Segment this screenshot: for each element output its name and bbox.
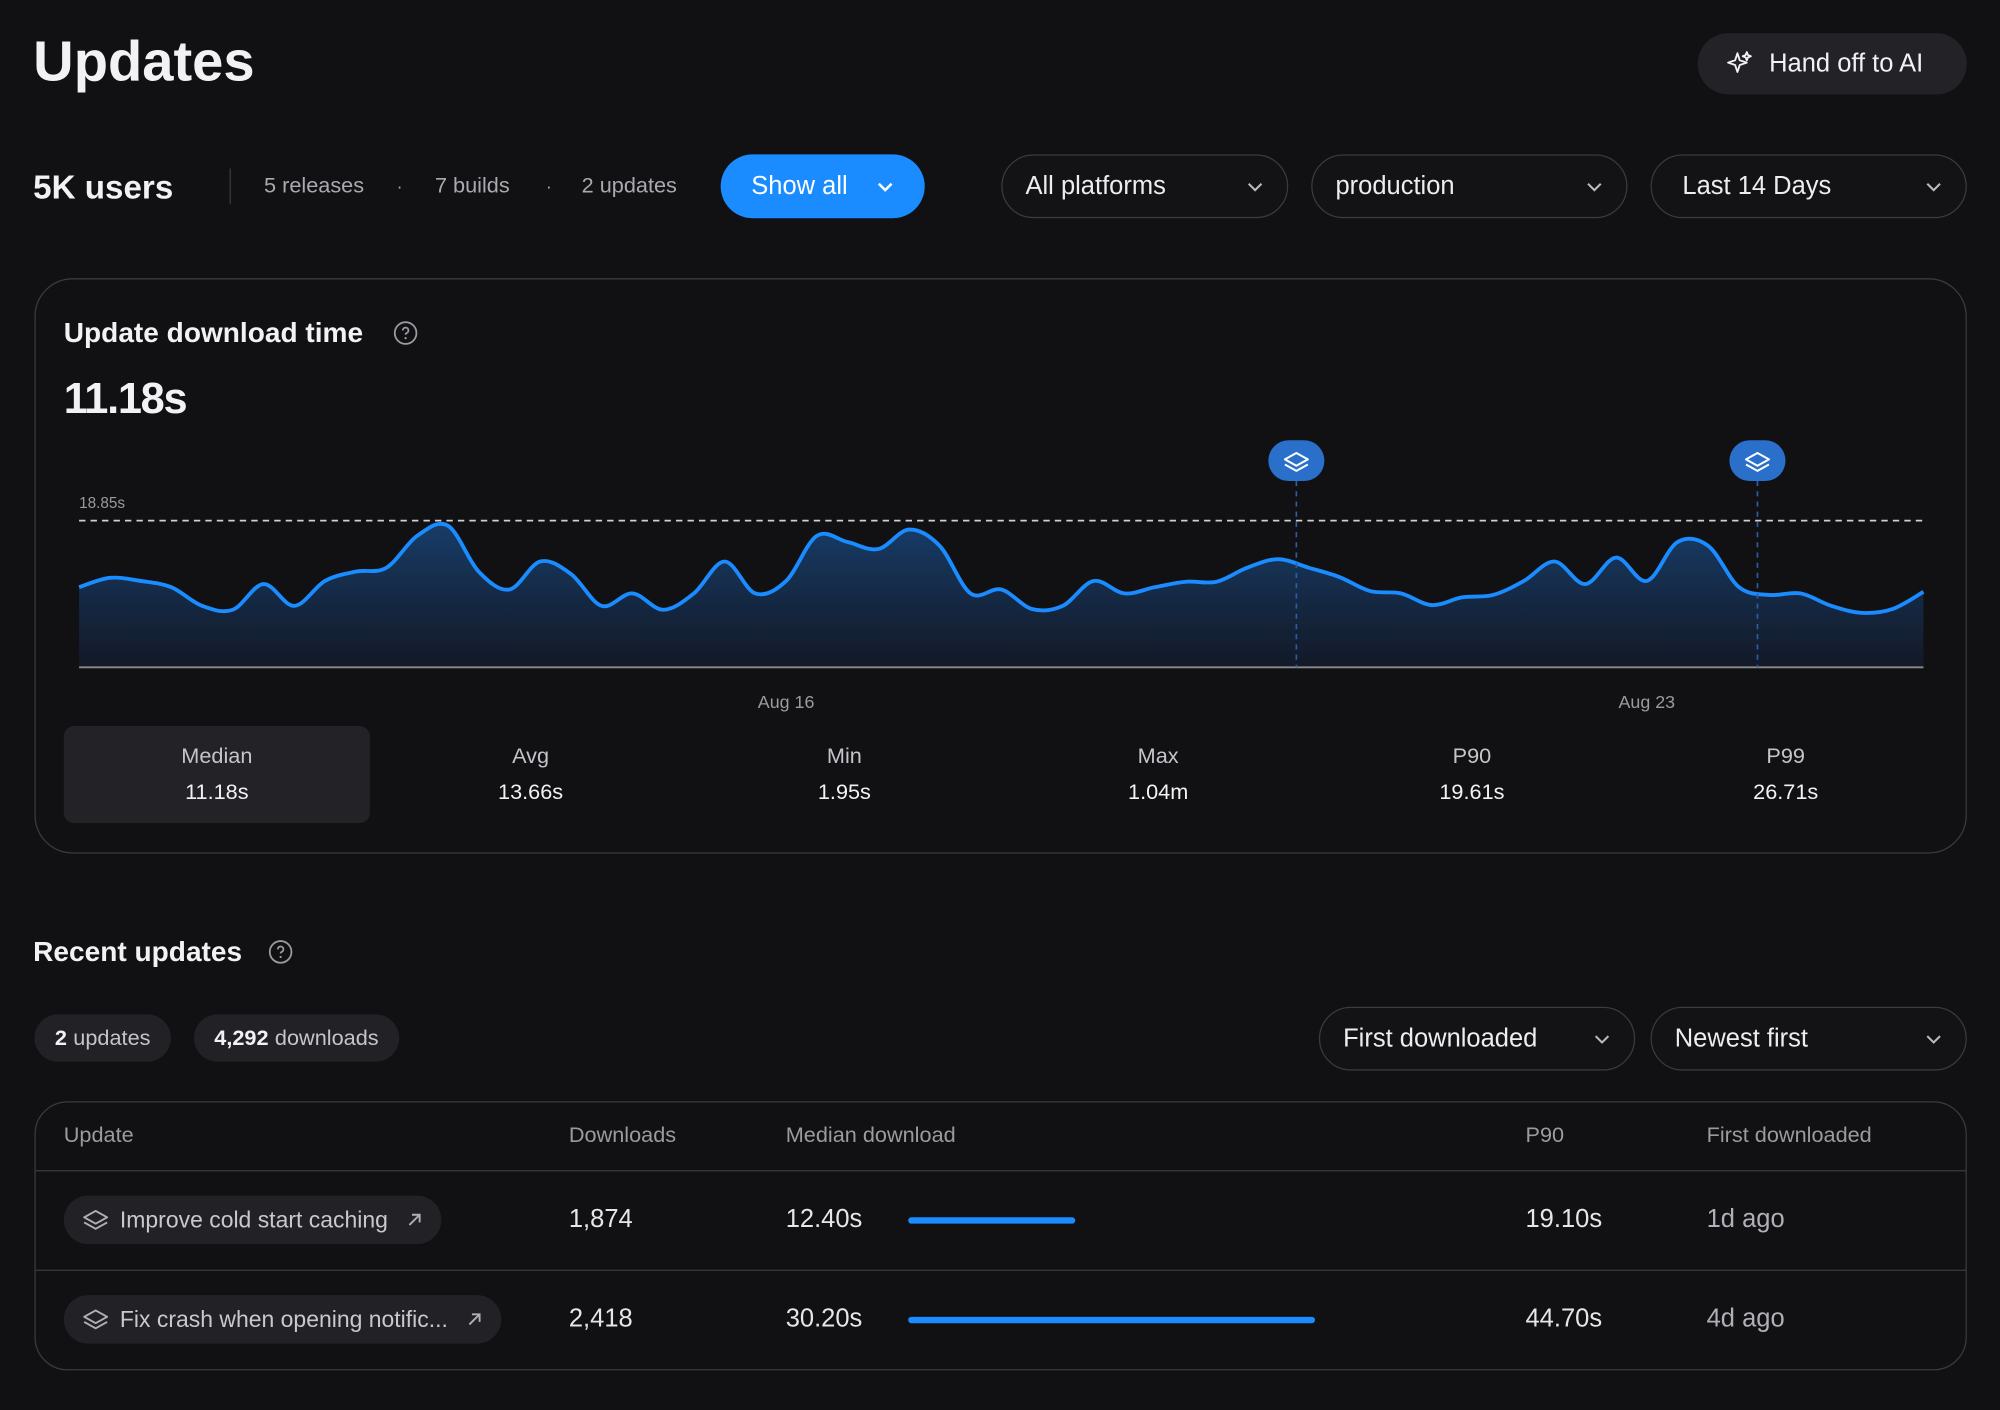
layers-icon <box>1744 451 1770 472</box>
users-count: 5K users <box>33 167 174 207</box>
downloads: 1,874 <box>568 1205 633 1234</box>
chart-card <box>34 278 1967 854</box>
chevron <box>1587 183 1602 192</box>
column-header: Update <box>63 1122 134 1148</box>
series-line <box>78 521 1925 615</box>
help-icon[interactable] <box>268 939 294 965</box>
divider <box>229 168 231 205</box>
help-icon[interactable] <box>393 320 419 346</box>
column-header: P90 <box>1525 1122 1565 1148</box>
reference-label: 18.85s <box>79 495 125 512</box>
stat-label: P99 <box>1766 743 1805 769</box>
first-downloaded: 4d ago <box>1706 1304 1785 1333</box>
stat-value: 13.66s <box>498 779 564 804</box>
x-tick-label: Aug 16 <box>758 692 815 712</box>
range-dropdown[interactable]: Last 14 Days <box>1650 154 1967 219</box>
downloads: 2,418 <box>568 1304 633 1333</box>
dropdown-label: Newest first <box>1674 1023 1808 1053</box>
button-label: Show all <box>751 171 848 200</box>
stat-label: P90 <box>1452 743 1492 769</box>
external-link-icon <box>466 1310 484 1328</box>
stat-tile: Min 1.95s <box>691 726 997 823</box>
separator: · <box>396 176 403 197</box>
x-tick-label: Aug 23 <box>1618 692 1675 712</box>
page-title: Updates <box>33 30 255 94</box>
area <box>79 523 1924 668</box>
stat-tile: Median 11.18s <box>63 726 370 824</box>
p90: 44.70s <box>1525 1304 1603 1333</box>
section-title: Recent updates <box>33 935 243 968</box>
updates-pill: 2 updates <box>34 1014 171 1062</box>
stat-tiles: Median 11.18s Avg 13.66s Min 1.95s Max 1.04m P90… <box>63 726 1939 824</box>
builds-count: 7 builds <box>434 173 510 198</box>
button-label: Hand off to AI <box>1769 49 1924 78</box>
chevron <box>1594 1035 1610 1044</box>
stat-value: 26.71s <box>1753 779 1819 804</box>
dropdown-label: Last 14 Days <box>1682 171 1832 200</box>
row-divider <box>35 1269 1966 1271</box>
pill-count: 4,292 <box>214 1025 269 1050</box>
column-header: First downloaded <box>1706 1122 1872 1148</box>
release-marker <box>1729 440 1786 482</box>
dropdown-label: production <box>1335 171 1455 200</box>
layers-icon <box>82 1308 110 1331</box>
p90: 19.10s <box>1525 1205 1603 1234</box>
stat-tile: P99 26.71s <box>1633 726 1939 823</box>
stat-tile: Max 1.04m <box>1005 726 1311 823</box>
hand-off-button[interactable]: Hand off to AI <box>1697 33 1967 95</box>
sort-field-dropdown[interactable]: First downloaded <box>1318 1006 1636 1071</box>
stat-tile: Avg 13.66s <box>378 726 684 823</box>
chevron <box>1247 183 1263 192</box>
stat-label: Avg <box>512 743 550 769</box>
channel-dropdown[interactable]: production <box>1311 154 1628 219</box>
external-link-icon <box>406 1211 424 1229</box>
dropdown-label: First downloaded <box>1343 1023 1538 1053</box>
downloads-pill: 4,292 downloads <box>193 1014 400 1062</box>
chevron <box>1926 1035 1941 1044</box>
median-bar <box>908 1316 1315 1323</box>
chevron <box>1926 183 1941 192</box>
chart-title: Update download time <box>63 316 364 349</box>
column-header: Downloads <box>568 1122 677 1148</box>
dropdown-label: All platforms <box>1025 171 1166 200</box>
update-chip[interactable]: Improve cold start caching <box>63 1195 442 1245</box>
releases-count: 5 releases <box>264 173 365 198</box>
pill-label: downloads <box>274 1025 379 1050</box>
stat-label: Median <box>181 743 253 769</box>
column-header: Median download <box>785 1122 956 1148</box>
sort-order-dropdown[interactable]: Newest first <box>1650 1006 1967 1071</box>
median-download: 30.20s <box>785 1304 863 1333</box>
chevron <box>877 182 893 192</box>
first-downloaded: 1d ago <box>1706 1205 1785 1234</box>
separator: · <box>545 176 552 197</box>
stat-value: 11.18s <box>185 779 249 804</box>
stat-value: 1.95s <box>817 779 871 804</box>
median-bar <box>908 1216 1076 1224</box>
stat-label: Min <box>826 743 862 769</box>
pill-label: updates <box>73 1025 151 1050</box>
pill-count: 2 <box>54 1025 67 1050</box>
stat-label: Max <box>1137 743 1179 769</box>
row-divider <box>35 1170 1966 1172</box>
update-name: Fix crash when opening notific... <box>119 1305 448 1332</box>
layers-icon <box>1283 451 1309 472</box>
updates-table <box>34 1101 1967 1371</box>
release-marker <box>1268 440 1325 482</box>
updates-count: 2 updates <box>581 173 677 198</box>
layers-icon <box>82 1208 110 1231</box>
stat-tile: P90 19.61s <box>1319 726 1625 823</box>
stat-value: 1.04m <box>1128 779 1189 804</box>
sparkle-icon <box>1727 51 1752 73</box>
median-download: 12.40s <box>785 1205 863 1234</box>
update-chip[interactable]: Fix crash when opening notific... <box>63 1295 502 1344</box>
headline-value: 11.18s <box>63 374 188 423</box>
stat-value: 19.61s <box>1439 779 1505 804</box>
platform-dropdown[interactable]: All platforms <box>1001 154 1289 219</box>
show-all-button[interactable]: Show all <box>720 154 925 219</box>
update-name: Improve cold start caching <box>119 1206 388 1232</box>
